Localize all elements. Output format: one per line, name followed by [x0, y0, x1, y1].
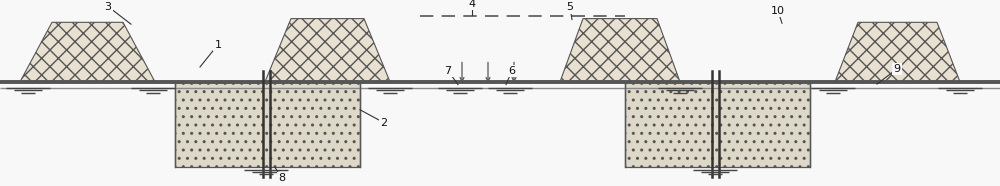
Polygon shape: [20, 22, 155, 82]
Text: 9: 9: [893, 64, 901, 74]
Text: 4: 4: [468, 0, 476, 9]
Polygon shape: [560, 19, 680, 82]
Bar: [175, 82, 360, 167]
Text: 10: 10: [771, 6, 785, 16]
Bar: [625, 82, 810, 167]
Text: 7: 7: [444, 66, 452, 76]
Text: 1: 1: [214, 40, 222, 50]
Text: 2: 2: [380, 118, 388, 128]
Polygon shape: [835, 22, 960, 82]
Text: 6: 6: [509, 66, 516, 76]
Text: 8: 8: [278, 173, 286, 183]
Polygon shape: [265, 19, 390, 82]
Text: 5: 5: [566, 2, 574, 12]
Text: 3: 3: [104, 1, 112, 12]
